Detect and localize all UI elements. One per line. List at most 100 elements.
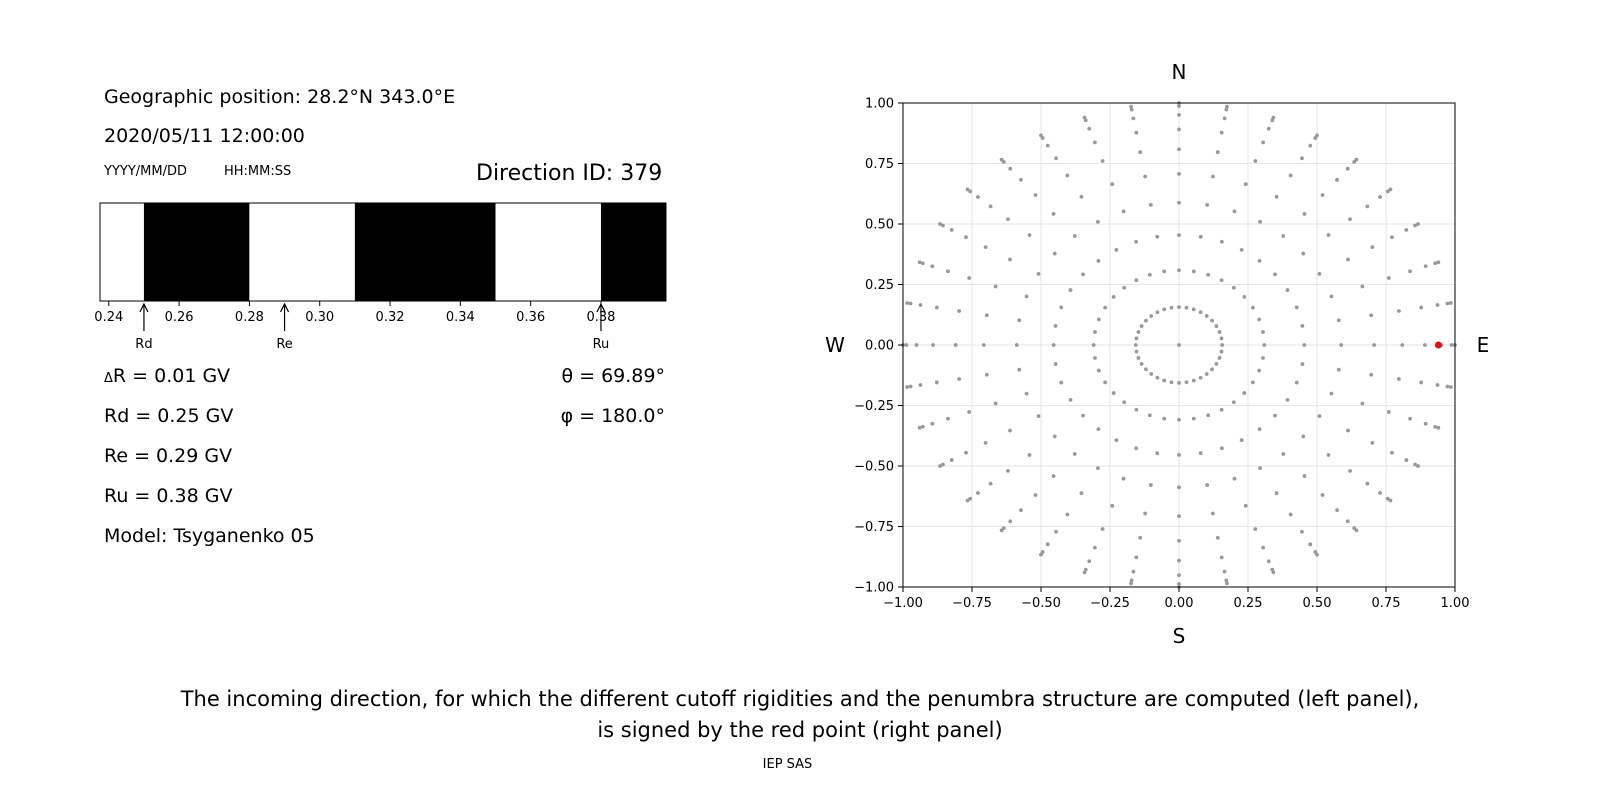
direction-point xyxy=(1329,391,1334,396)
y-tick-label: −0.50 xyxy=(854,460,894,475)
direction-point xyxy=(1024,391,1029,396)
direction-point xyxy=(1134,349,1139,354)
direction-point xyxy=(1149,314,1154,318)
direction-point xyxy=(1449,343,1454,347)
direction-point xyxy=(1079,194,1084,199)
direction-point xyxy=(1354,528,1359,533)
direction-point xyxy=(1261,356,1265,360)
direction-point xyxy=(1155,375,1160,380)
direction-point xyxy=(1177,112,1181,117)
direction-point xyxy=(1134,407,1139,412)
direction-point xyxy=(1370,245,1375,250)
direction-point xyxy=(1261,330,1265,334)
direction-point xyxy=(1217,330,1222,334)
direction-point xyxy=(1423,421,1428,426)
direction-point xyxy=(1121,476,1126,481)
compass-south: S xyxy=(1173,624,1186,648)
direction-point xyxy=(1162,307,1167,312)
direction-point xyxy=(1110,182,1115,187)
direction-point xyxy=(1253,159,1258,163)
delta-r-value: ΔR = 0.01 GV xyxy=(104,365,231,387)
direction-point xyxy=(1281,234,1286,238)
direction-point xyxy=(1261,140,1266,145)
direction-point xyxy=(1360,284,1365,289)
direction-point xyxy=(1017,318,1022,323)
y-tick-label: 0.75 xyxy=(865,157,894,172)
direction-point xyxy=(999,157,1004,162)
direction-point xyxy=(1385,496,1390,501)
direction-point xyxy=(1274,194,1279,199)
direction-point xyxy=(1039,133,1043,138)
direction-point xyxy=(1036,271,1041,276)
direction-point xyxy=(1008,257,1012,262)
direction-point xyxy=(1386,276,1391,280)
direction-point xyxy=(1215,535,1220,540)
direction-point xyxy=(1122,400,1127,405)
compass-east: E xyxy=(1477,333,1490,357)
direction-point xyxy=(1065,173,1070,178)
direction-point xyxy=(1210,367,1214,372)
direction-point xyxy=(1219,349,1224,354)
direction-point xyxy=(1206,272,1211,277)
direction-point xyxy=(1258,466,1263,471)
direction-point xyxy=(1369,372,1374,377)
direction-point xyxy=(1300,362,1305,366)
direction-point xyxy=(1177,268,1181,273)
direction-point xyxy=(1177,147,1181,152)
direction-point xyxy=(905,301,910,305)
direction-point xyxy=(1231,285,1236,290)
direction-point xyxy=(1257,368,1262,373)
penumbra-segment-allowed xyxy=(249,203,355,301)
direction-point xyxy=(1335,177,1339,182)
direction-point xyxy=(1177,538,1181,543)
direction-point xyxy=(1214,362,1219,366)
direction-point xyxy=(941,223,945,228)
rd-value: Rd = 0.25 GV xyxy=(104,405,234,427)
direction-point xyxy=(999,528,1004,533)
direction-point xyxy=(1096,368,1101,373)
direction-point xyxy=(1051,474,1056,478)
marker-arrow-head xyxy=(596,302,606,313)
direction-point xyxy=(1408,269,1412,274)
compass-north: N xyxy=(1172,60,1187,84)
direction-point xyxy=(1219,555,1224,560)
direction-point xyxy=(1219,407,1224,412)
direction-point xyxy=(1370,440,1375,445)
penumbra-segment-allowed xyxy=(495,203,601,301)
direction-point xyxy=(918,303,923,307)
direction-point xyxy=(1435,303,1440,307)
direction-point xyxy=(1162,378,1167,383)
direction-point xyxy=(1169,380,1174,385)
direction-point xyxy=(1210,318,1214,323)
direction-point xyxy=(1436,260,1441,265)
direction-id: Direction ID: 379 xyxy=(476,161,663,186)
direction-point xyxy=(1053,362,1058,366)
direction-point xyxy=(1045,542,1050,547)
date-format-label: YYYY/MM/DD xyxy=(104,164,187,179)
x-tick-label: 1.00 xyxy=(1441,596,1470,611)
direction-point xyxy=(908,301,913,306)
direction-point xyxy=(1301,251,1306,256)
direction-point xyxy=(931,343,935,347)
direction-point xyxy=(1345,519,1350,524)
direction-point xyxy=(993,401,998,406)
direction-point xyxy=(930,264,935,269)
direction-point xyxy=(1177,573,1181,578)
direction-point xyxy=(1134,446,1139,451)
direction-point xyxy=(1346,428,1350,433)
direction-point xyxy=(1103,380,1108,385)
direction-point xyxy=(1354,157,1359,162)
direction-point xyxy=(1110,503,1115,508)
direction-point xyxy=(1445,301,1450,306)
direction-point xyxy=(1169,305,1174,310)
direction-point xyxy=(964,235,968,240)
direction-point xyxy=(965,498,970,503)
direction-point xyxy=(1413,223,1417,228)
direction-point xyxy=(1339,343,1344,347)
direction-point xyxy=(1232,209,1237,214)
direction-point xyxy=(1079,491,1084,496)
direction-point xyxy=(1155,234,1160,239)
direction-point xyxy=(1205,203,1210,207)
x-tick-label: −0.50 xyxy=(1021,596,1061,611)
theta-value: θ = 69.89° xyxy=(561,365,665,387)
